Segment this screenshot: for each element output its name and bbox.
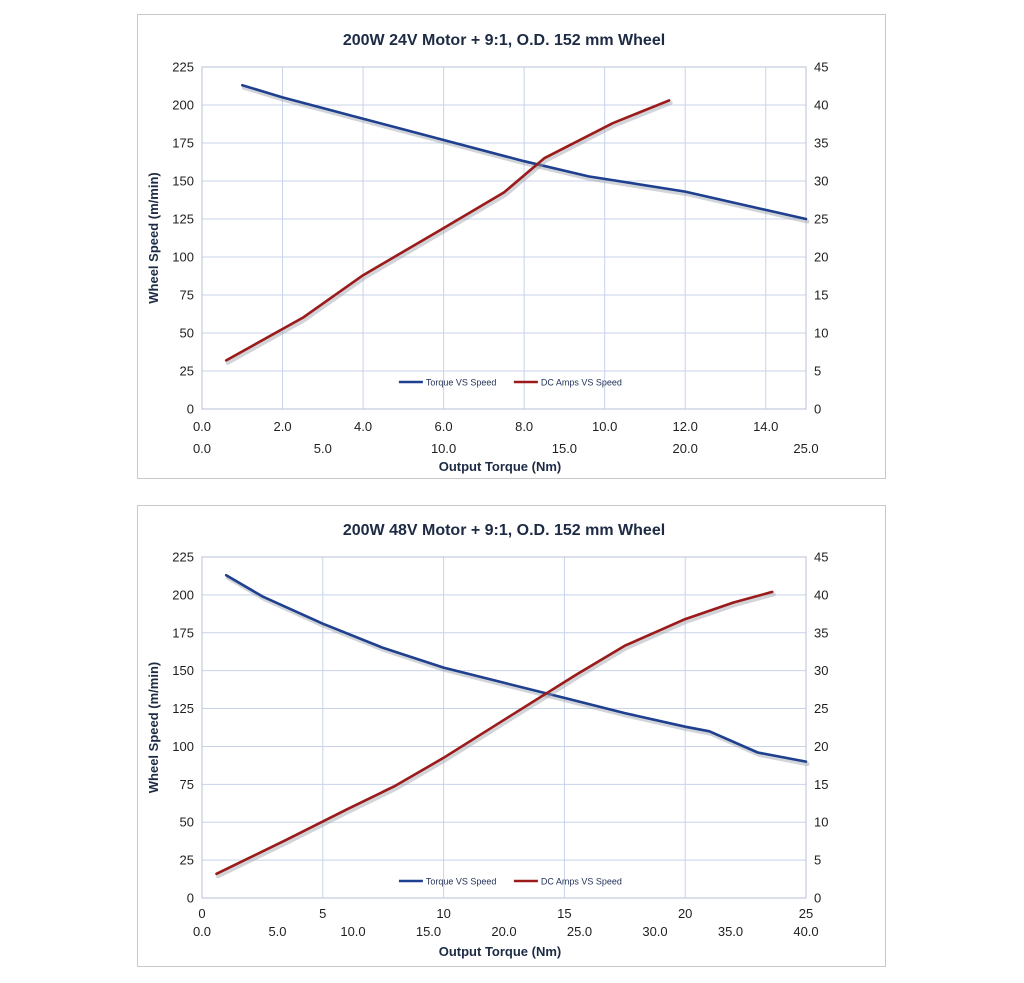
- y2-tick-label: 15: [814, 777, 828, 792]
- y-tick-label: 50: [180, 815, 194, 830]
- y-tick-label: 25: [180, 853, 194, 868]
- x-tick-label: 0.0: [193, 419, 211, 434]
- x-axis-title: Output Torque (Nm): [439, 459, 562, 474]
- y2-tick-label: 0: [814, 891, 821, 906]
- series-line-shadow: [225, 100, 673, 365]
- x2-tick-label: 5.0: [268, 924, 286, 939]
- x-tick-label: 15: [557, 906, 571, 921]
- x-tick-label: 2.0: [273, 419, 291, 434]
- x2-tick-label: 25.0: [567, 924, 592, 939]
- x2-tick-label: 25.0: [793, 441, 818, 456]
- chart-panel-48v: 200W 48V Motor + 9:1, O.D. 152 mm Wheel 0…: [137, 505, 886, 967]
- y2-tick-label: 0: [814, 402, 821, 417]
- y-tick-label: 25: [180, 364, 194, 379]
- y-tick-label: 125: [172, 701, 194, 716]
- plot-area: [201, 66, 807, 410]
- x2-tick-label: 15.0: [552, 441, 577, 456]
- y-tick-label: 150: [172, 663, 194, 678]
- y-tick-label: 75: [180, 777, 194, 792]
- y-tick-label: 75: [180, 288, 194, 303]
- y-tick-label: 0: [187, 402, 194, 417]
- y2-tick-label: 15: [814, 288, 828, 303]
- series-line-shadow: [225, 575, 810, 767]
- y2-tick-label: 20: [814, 250, 828, 265]
- x2-tick-label: 30.0: [642, 924, 667, 939]
- y2-tick-label: 30: [814, 663, 828, 678]
- y-tick-label: 225: [172, 60, 194, 75]
- y-tick-label: 175: [172, 625, 194, 640]
- y-tick-label: 0: [187, 891, 194, 906]
- y-tick-label: 50: [180, 326, 194, 341]
- y2-tick-label: 25: [814, 701, 828, 716]
- chart-title: 200W 48V Motor + 9:1, O.D. 152 mm Wheel: [343, 522, 665, 539]
- y2-tick-label: 5: [814, 853, 821, 868]
- y2-tick-label: 10: [814, 815, 828, 830]
- legend-label: DC Amps VS Speed: [541, 877, 622, 887]
- y2-tick-label: 35: [814, 136, 828, 151]
- x-tick-label: 20: [678, 906, 692, 921]
- y2-tick-label: 45: [814, 60, 828, 75]
- y-axis-title: Wheel Speed (m/min): [146, 172, 161, 303]
- legend-label: DC Amps VS Speed: [541, 378, 622, 388]
- y2-tick-label: 40: [814, 587, 828, 602]
- x2-tick-label: 20.0: [491, 924, 516, 939]
- y2-tick-label: 40: [814, 98, 828, 113]
- y-tick-label: 175: [172, 136, 194, 151]
- x2-tick-label: 10.0: [431, 441, 456, 456]
- chart-svg: 200W 48V Motor + 9:1, O.D. 152 mm Wheel 0…: [146, 522, 828, 959]
- x-tick-label: 4.0: [354, 419, 372, 434]
- x2-tick-label: 10.0: [340, 924, 365, 939]
- x2-tick-label: 0.0: [193, 441, 211, 456]
- y2-tick-label: 20: [814, 739, 828, 754]
- x2-tick-label: 15.0: [416, 924, 441, 939]
- dc-amps-vs-speed-line: [224, 99, 671, 362]
- y-axis-title: Wheel Speed (m/min): [146, 662, 161, 793]
- chart-panel-24v: 200W 24V Motor + 9:1, O.D. 152 mm Wheel 0…: [137, 14, 886, 479]
- x2-tick-label: 40.0: [793, 924, 818, 939]
- torque-vs-speed-line: [224, 573, 808, 763]
- y2-tick-label: 35: [814, 625, 828, 640]
- x2-tick-label: 5.0: [314, 441, 332, 456]
- y-tick-label: 150: [172, 174, 194, 189]
- plot-area: [201, 556, 807, 899]
- legend-label: Torque VS Speed: [426, 877, 497, 887]
- x-tick-label: 8.0: [515, 419, 533, 434]
- x-tick-label: 0: [198, 906, 205, 921]
- x-tick-label: 5: [319, 906, 326, 921]
- x2-tick-label: 20.0: [673, 441, 698, 456]
- x-axis-title: Output Torque (Nm): [439, 944, 562, 959]
- y-tick-label: 100: [172, 739, 194, 754]
- y2-tick-label: 30: [814, 174, 828, 189]
- x-tick-label: 25: [799, 906, 813, 921]
- y2-tick-label: 25: [814, 212, 828, 227]
- y-tick-label: 200: [172, 587, 194, 602]
- y-tick-label: 100: [172, 250, 194, 265]
- torque-vs-speed-line: [241, 83, 808, 221]
- y-tick-label: 225: [172, 550, 194, 565]
- x-tick-label: 12.0: [673, 419, 698, 434]
- y-tick-label: 125: [172, 212, 194, 227]
- y-tick-label: 200: [172, 98, 194, 113]
- y2-tick-label: 10: [814, 326, 828, 341]
- y2-tick-label: 45: [814, 550, 828, 565]
- x-tick-label: 10: [436, 906, 450, 921]
- x2-tick-label: 0.0: [193, 924, 211, 939]
- legend-label: Torque VS Speed: [426, 378, 497, 388]
- x2-tick-label: 35.0: [718, 924, 743, 939]
- series-line-shadow: [241, 85, 810, 224]
- x-tick-label: 14.0: [753, 419, 778, 434]
- chart-title: 200W 24V Motor + 9:1, O.D. 152 mm Wheel: [343, 32, 665, 49]
- x-tick-label: 10.0: [592, 419, 617, 434]
- chart-svg: 200W 24V Motor + 9:1, O.D. 152 mm Wheel 0…: [146, 32, 828, 474]
- series-line-shadow: [216, 592, 776, 879]
- y2-tick-label: 5: [814, 364, 821, 379]
- dc-amps-vs-speed-line: [215, 590, 774, 876]
- x-tick-label: 6.0: [435, 419, 453, 434]
